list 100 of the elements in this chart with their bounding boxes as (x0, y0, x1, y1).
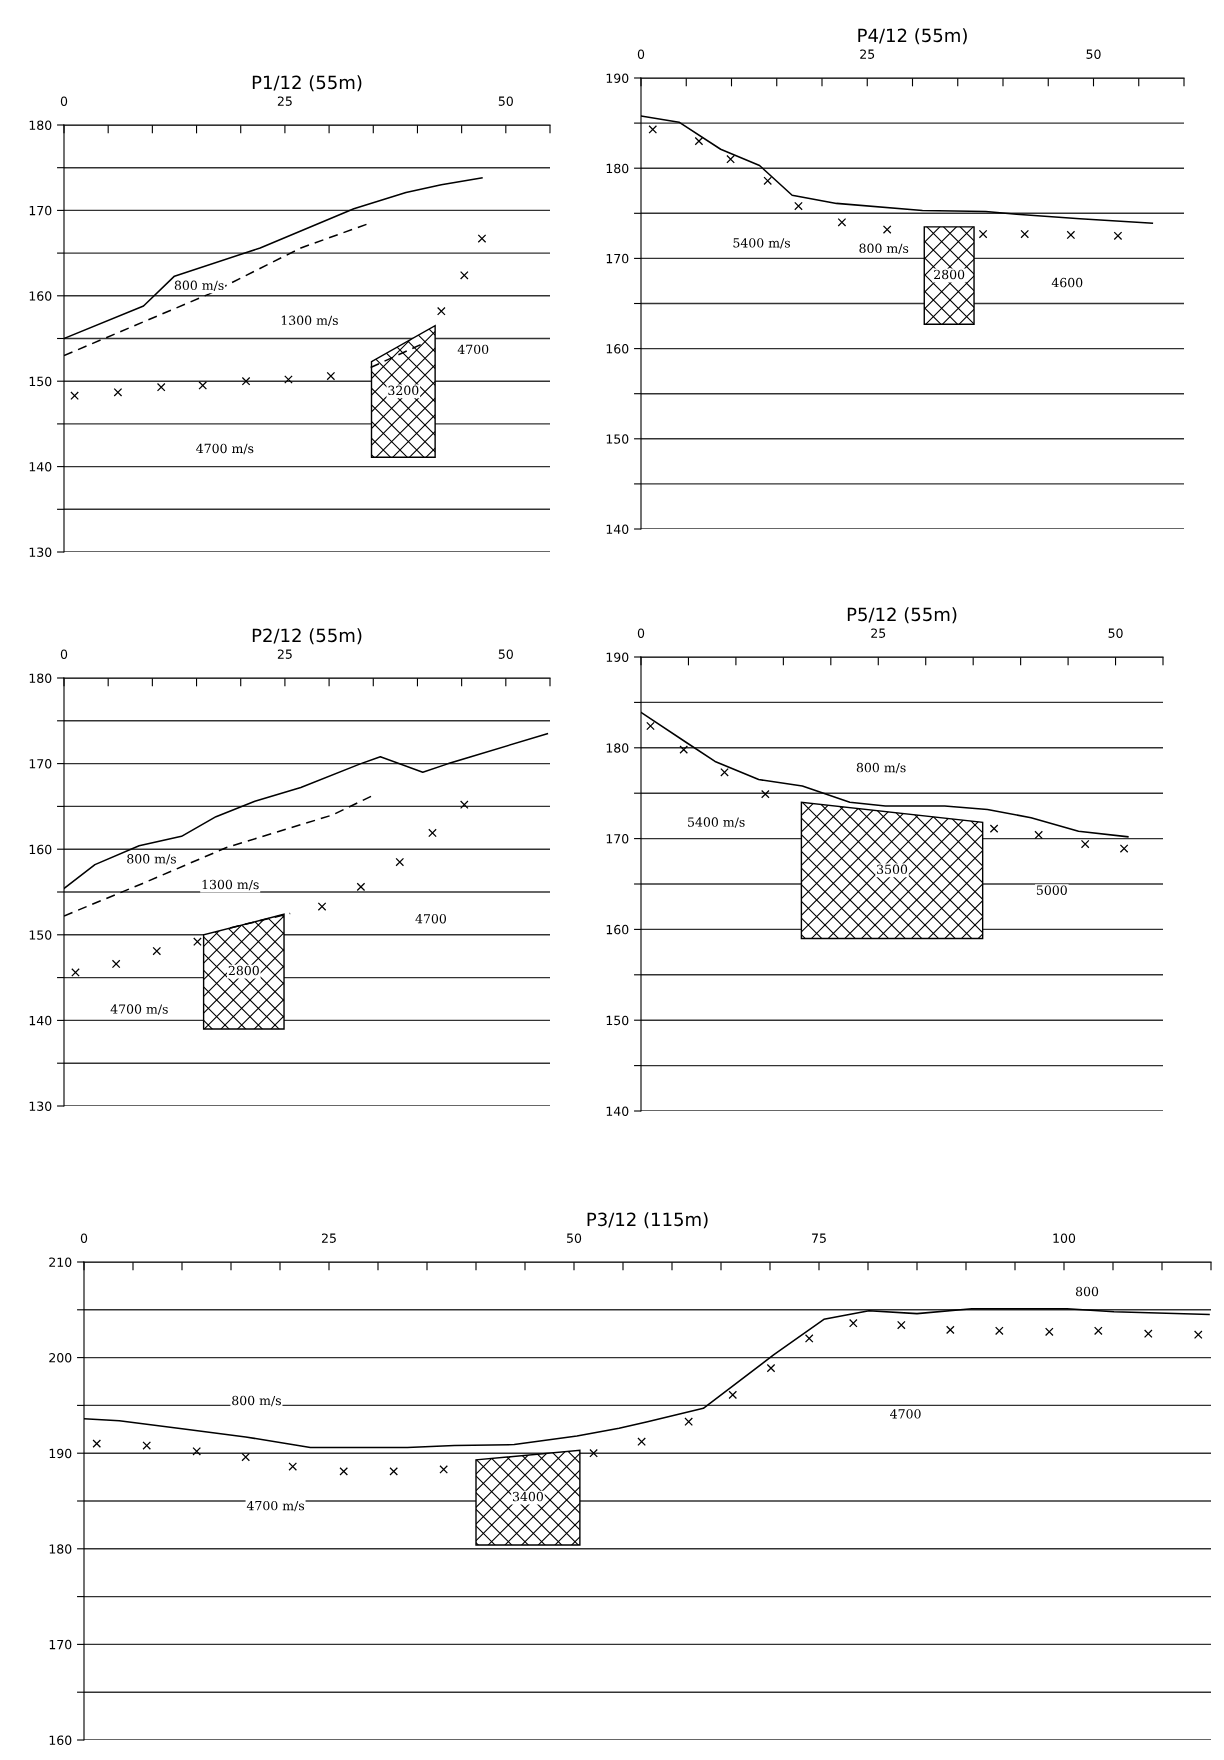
y-tick-label: 170 (29, 759, 52, 769)
x-tick-label: 25 (860, 49, 875, 59)
point (684, 1417, 693, 1426)
annotation: 4700 m/s (196, 443, 254, 455)
point (728, 1390, 738, 1400)
point (1094, 1326, 1103, 1336)
x-tick-label: 50 (567, 1233, 582, 1243)
point (897, 1320, 906, 1330)
chart-title: P1/12 (55m) (252, 75, 362, 92)
point (1020, 229, 1030, 239)
point (152, 946, 162, 956)
annotation: 800 (1075, 1286, 1099, 1297)
point (763, 176, 772, 186)
y-tick-label: 150 (606, 434, 629, 444)
series-label: 2800 (228, 965, 259, 976)
point (198, 381, 208, 390)
series-label: 3400 (512, 1491, 544, 1502)
point (459, 271, 469, 280)
annotation: 1300 m/s (202, 879, 259, 891)
point (882, 225, 892, 234)
point (439, 1465, 448, 1474)
series-label: 3200 (388, 385, 419, 396)
y-tick-label: 180 (29, 673, 52, 683)
point (766, 1363, 776, 1373)
point (679, 745, 689, 754)
y-tick-label: 140 (29, 1015, 52, 1026)
point (1193, 1330, 1203, 1339)
annotation: 4700 (457, 344, 489, 355)
y-tick-label: 170 (606, 253, 629, 264)
y-tick-label: 160 (29, 844, 52, 855)
point (142, 1441, 152, 1450)
y-tick-label: 140 (606, 1106, 629, 1116)
point (946, 1325, 955, 1335)
point (395, 857, 405, 867)
point (694, 136, 704, 146)
y-tick-label: 150 (29, 930, 52, 940)
point (477, 234, 487, 243)
y-tick-label: 180 (606, 163, 629, 174)
x-tick-label: 100 (1053, 1233, 1076, 1243)
series-label: 3500 (877, 864, 908, 875)
point (637, 1437, 646, 1447)
point (1113, 231, 1123, 241)
x-tick-label: 0 (80, 1233, 88, 1243)
y-tick-label: 170 (49, 1639, 72, 1650)
annotation: 4700 (415, 913, 447, 924)
annotation: 5400 m/s (733, 238, 791, 249)
point (720, 768, 729, 777)
point (1066, 230, 1076, 240)
point (193, 937, 202, 946)
point (1080, 839, 1090, 849)
y-tick-label: 210 (49, 1257, 72, 1267)
point (389, 1467, 398, 1476)
point (849, 1318, 858, 1328)
x-tick-label: 50 (498, 96, 513, 106)
point (648, 125, 658, 134)
x-tick-label: 50 (1086, 49, 1101, 59)
point (113, 388, 123, 397)
y-tick-label: 180 (49, 1544, 72, 1554)
point (284, 375, 293, 384)
x-tick-label: 25 (277, 649, 292, 659)
point (804, 1334, 814, 1343)
annotation: 1300 m/s (281, 315, 338, 327)
annotation: 4700 m/s (110, 1004, 168, 1015)
annotation: 800 m/s (174, 280, 224, 292)
y-tick-label: 160 (606, 344, 629, 354)
point (156, 382, 166, 392)
point (837, 218, 847, 227)
chart-title: P2/12 (55m) (252, 628, 362, 645)
point (995, 1326, 1004, 1336)
point (978, 229, 988, 239)
annotation: 4600 (1051, 277, 1083, 288)
y-tick-label: 180 (606, 743, 629, 753)
y-tick-label: 130 (29, 1101, 52, 1111)
y-tick-label: 160 (29, 291, 52, 301)
point (356, 882, 366, 892)
annotation: 800 m/s (232, 1395, 281, 1407)
point (288, 1462, 298, 1471)
annotation: 800 m/s (856, 762, 906, 774)
annotation: 4700 m/s (246, 1500, 305, 1512)
point (1034, 830, 1043, 840)
y-tick-label: 150 (29, 376, 52, 387)
chart-title: P3/12 (115m) (587, 1212, 708, 1229)
point (70, 391, 79, 401)
x-tick-label: 50 (1108, 628, 1123, 638)
x-tick-label: 25 (277, 96, 292, 106)
y-tick-label: 170 (29, 205, 52, 216)
y-tick-label: 140 (606, 524, 629, 534)
x-tick-label: 75 (812, 1233, 826, 1243)
annotation: 800 m/s (127, 854, 176, 865)
point (428, 828, 437, 838)
point (761, 789, 770, 799)
y-tick-label: 190 (49, 1448, 72, 1459)
annotation: 5000 (1036, 885, 1067, 895)
point (1143, 1329, 1153, 1338)
point (71, 968, 80, 977)
x-tick-label: 0 (60, 96, 68, 106)
y-tick-label: 200 (49, 1353, 72, 1363)
y-tick-label: 150 (606, 1015, 629, 1026)
point (1045, 1327, 1054, 1337)
x-tick-label: 25 (871, 628, 886, 638)
